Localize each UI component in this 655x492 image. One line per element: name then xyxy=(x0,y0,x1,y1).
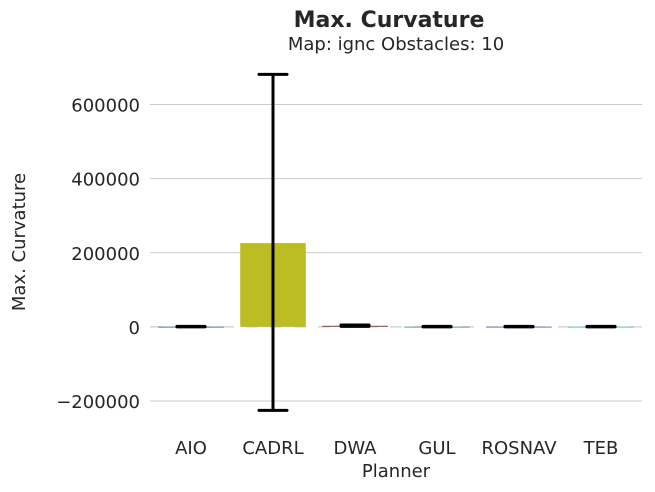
x-tick-label: GUL xyxy=(418,438,455,459)
bars xyxy=(158,243,634,328)
x-tick-label: TEB xyxy=(583,438,619,459)
y-tick-label: 200000 xyxy=(71,244,140,265)
grid-lines xyxy=(150,103,642,402)
x-tick-label: AIO xyxy=(175,438,207,459)
x-tick-label: DWA xyxy=(334,438,378,459)
chart-title: Max. Curvature xyxy=(294,8,485,33)
y-tick-label: −200000 xyxy=(56,392,140,413)
chart-subtitle: Map: ignc Obstacles: 10 xyxy=(288,34,504,55)
y-tick-label: 400000 xyxy=(71,170,140,191)
y-tick-label: 0 xyxy=(129,318,140,339)
x-tick-label: ROSNAV xyxy=(481,438,557,459)
x-tick-labels: AIO CADRL DWA GUL ROSNAV TEB xyxy=(175,438,618,459)
y-tick-label: 600000 xyxy=(71,95,140,116)
y-tick-labels: −200000 0 200000 400000 600000 xyxy=(56,95,140,413)
x-tick-label: CADRL xyxy=(242,438,303,459)
y-axis-label: Max. Curvature xyxy=(9,173,30,311)
error-bars xyxy=(175,72,617,412)
x-axis-label: Planner xyxy=(362,461,431,482)
